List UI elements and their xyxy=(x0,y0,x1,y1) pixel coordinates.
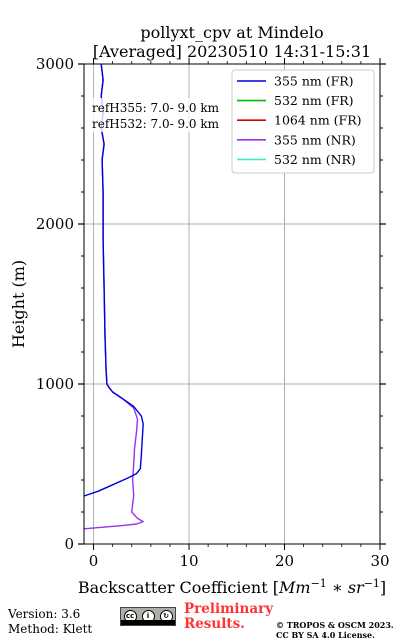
legend-label: 355 nm (FR) xyxy=(274,74,354,89)
version-text: Version: 3.6 xyxy=(8,607,81,621)
y-axis-label: Height (m) xyxy=(9,260,28,348)
annotation-refh355: refH355: 7.0- 9.0 km xyxy=(92,101,220,115)
copyright-line2: CC BY SA 4.0 License. xyxy=(276,630,375,640)
annotation-refh532: refH532: 7.0- 9.0 km xyxy=(92,117,220,131)
x-tick-label: 0 xyxy=(89,552,99,570)
y-tick-label: 3000 xyxy=(36,55,74,73)
y-tick-label: 1000 xyxy=(36,375,74,393)
legend-box xyxy=(231,69,375,174)
preliminary-line2: Results. xyxy=(184,616,245,632)
x-tick-label: 20 xyxy=(275,552,294,570)
legend-label: 1064 nm (FR) xyxy=(274,113,362,128)
annotation-box xyxy=(88,98,228,132)
by-icon: i xyxy=(141,610,155,623)
cc-license-badge: cc i ↻ xyxy=(120,607,176,626)
copyright-line1: © TROPOS & OSCM 2023. xyxy=(276,620,394,630)
x-tick-label: 30 xyxy=(370,552,389,570)
series-line-355-nm-fr- xyxy=(83,63,144,497)
x-axis-label: Backscatter Coefficient [Mm−1 ∗ sr−1] xyxy=(78,577,386,597)
legend: 355 nm (FR) 532 nm (FR) 1064 nm (FR) 355 nm… xyxy=(231,69,375,174)
series-lines xyxy=(83,63,144,530)
preliminary-notice: Preliminary Results. xyxy=(184,602,273,632)
version-info: Version: 3.6 Method: Klett xyxy=(8,607,92,637)
axis-ticks xyxy=(78,58,386,550)
chart-title: pollyxt_cpv at Mindelo xyxy=(140,23,323,42)
preliminary-line1: Preliminary xyxy=(184,601,274,617)
chart-subtitle: [Averaged] 20230510 14:31-15:31 xyxy=(93,42,371,61)
tick-labels: 0 10 20 30 0 1000 2000 3000 xyxy=(36,55,390,570)
cc-badge-bar xyxy=(121,620,175,625)
legend-label: 532 nm (NR) xyxy=(274,152,356,167)
series-line-355-nm-nr- xyxy=(83,63,144,530)
legend-label: 355 nm (NR) xyxy=(274,132,356,147)
legend-label: 532 nm (FR) xyxy=(274,93,354,108)
plot-frame xyxy=(83,63,381,545)
y-tick-label: 2000 xyxy=(36,215,74,233)
copyright-notice: © TROPOS & OSCM 2023. CC BY SA 4.0 Licen… xyxy=(276,620,394,640)
x-tick-label: 10 xyxy=(179,552,198,570)
y-tick-label: 0 xyxy=(64,535,74,553)
method-text: Method: Klett xyxy=(8,622,93,636)
